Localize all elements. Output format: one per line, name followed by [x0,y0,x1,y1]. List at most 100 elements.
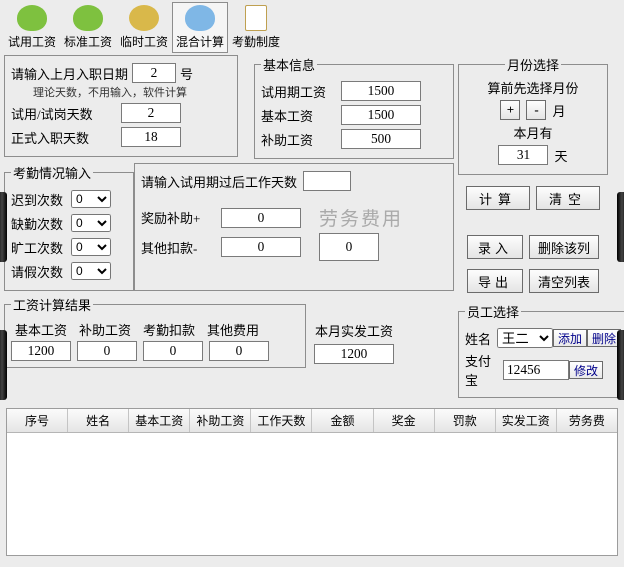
emp-ali-label: 支付宝 [465,351,503,389]
rh-base: 基本工资 [11,320,71,339]
trial-salary-label: 试用期工资 [261,82,341,101]
truancy-spinner[interactable]: 0 [71,238,111,256]
emp-name-select[interactable]: 王二 [497,328,553,348]
month-select-group: 月份选择 算前先选择月份 + - 月 本月有 天 [458,55,608,175]
frame-edge [617,192,624,262]
deduct-input[interactable] [221,237,301,257]
rh-sub: 补助工资 [75,320,135,339]
tb-standard-salary[interactable]: 标准工资 [60,2,116,53]
base-salary-label: 基本工资 [261,106,341,125]
col-index[interactable]: 序号 [7,409,68,432]
post-trial-days-input[interactable] [303,171,351,191]
month-days-input[interactable] [498,145,548,165]
leave-spinner[interactable]: 0 [71,262,111,280]
export-button[interactable]: 导出 [467,269,523,293]
grid-header: 序号 姓名 基本工资 补助工资 工作天数 金额 奖金 罚款 实发工资 劳务费 [7,409,617,433]
document-icon [245,5,267,31]
rv-sub[interactable] [77,341,137,361]
col-labor[interactable]: 劳务费 [557,409,617,432]
month-unit: 月 [552,101,565,120]
col-fine[interactable]: 罚款 [435,409,496,432]
frame-edge [0,192,7,262]
rh-actual: 本月实发工资 [314,321,394,340]
rv-actual[interactable] [314,344,394,364]
fee-box-input[interactable] [319,233,379,261]
attendance-group: 考勤情况输入 迟到次数0 缺勤次数0 旷工次数0 请假次数0 [4,163,134,291]
month-has-label: 本月有 [465,123,601,142]
person-group-icon [185,5,215,31]
sub-salary-input[interactable] [341,129,421,149]
col-days[interactable]: 工作天数 [251,409,312,432]
sub-salary-label: 补助工资 [261,130,341,149]
absent-label: 缺勤次数 [11,214,71,233]
emp-add-button[interactable]: 添加 [553,329,587,347]
tb-attendance-rules[interactable]: 考勤制度 [228,2,284,53]
emp-mod-button[interactable]: 修改 [569,361,603,379]
entry-date-group: 请输入上月入职日期 号 理论天数，不用输入，软件计算 试用/试岗天数 正式入职天… [4,55,238,157]
calculate-button[interactable]: 计算 [466,186,530,210]
emp-legend: 员工选择 [465,302,521,321]
entry-date-label: 请输入上月入职日期 [11,64,128,83]
bonus-label: 奖励补助+ [141,208,221,227]
result-grid[interactable]: 序号 姓名 基本工资 补助工资 工作天数 金额 奖金 罚款 实发工资 劳务费 [6,408,618,556]
col-name[interactable]: 姓名 [68,409,129,432]
rh-other: 其他费用 [203,320,263,339]
people-icon [73,5,103,31]
emp-ali-input[interactable] [503,360,569,380]
truancy-label: 旷工次数 [11,238,71,257]
leave-label: 请假次数 [11,262,71,281]
emp-name-label: 姓名 [465,329,497,348]
toolbar: 试用工资 标准工资 临时工资 混合计算 考勤制度 [0,0,624,53]
bonus-input[interactable] [221,208,301,228]
trial-salary-input[interactable] [341,81,421,101]
rh-attend: 考勤扣款 [139,320,199,339]
col-base[interactable]: 基本工资 [129,409,190,432]
entry-date-suffix: 号 [180,64,193,83]
formal-days-label: 正式入职天数 [11,128,121,147]
col-amount[interactable]: 金额 [312,409,373,432]
post-trial-days-label: 请输入试用期过后工作天数 [141,172,297,191]
late-label: 迟到次数 [11,190,71,209]
result-legend: 工资计算结果 [11,295,93,314]
month-legend: 月份选择 [505,55,561,74]
tb-label: 试用工资 [8,33,56,50]
clock-icon [129,5,159,31]
trial-days-label: 试用/试岗天数 [11,104,121,123]
month-day-unit: 天 [554,146,567,165]
tb-label: 考勤制度 [232,33,280,50]
tb-mixed-calc[interactable]: 混合计算 [172,2,228,53]
absent-spinner[interactable]: 0 [71,214,111,232]
col-sub[interactable]: 补助工资 [190,409,251,432]
tb-trial-salary[interactable]: 试用工资 [4,2,60,53]
clear-button[interactable]: 清空 [536,186,600,210]
clear-list-button[interactable]: 清空列表 [529,269,599,293]
basic-legend: 基本信息 [261,55,317,74]
delete-col-button[interactable]: 删除该列 [529,235,599,259]
record-button[interactable]: 录入 [467,235,523,259]
rv-other[interactable] [209,341,269,361]
tb-label: 临时工资 [120,33,168,50]
result-group: 工资计算结果 基本工资 补助工资 考勤扣款 其他费用 [4,295,306,368]
month-minus-button[interactable]: - [526,100,546,120]
col-actual[interactable]: 实发工资 [496,409,557,432]
base-salary-input[interactable] [341,105,421,125]
trial-days-input[interactable] [121,103,181,123]
basic-info-group: 基本信息 试用期工资 基本工资 补助工资 [254,55,454,159]
rv-attend[interactable] [143,341,203,361]
entry-note: 理论天数，不用输入，软件计算 [33,84,231,100]
person-icon [17,5,47,31]
rv-base[interactable] [11,341,71,361]
emp-del-button[interactable]: 删除 [587,329,621,347]
tb-label: 混合计算 [176,33,224,50]
frame-edge [617,330,624,400]
tb-temp-salary[interactable]: 临时工资 [116,2,172,53]
formal-days-input[interactable] [121,127,181,147]
month-plus-button[interactable]: + [500,100,520,120]
late-spinner[interactable]: 0 [71,190,111,208]
tb-label: 标准工资 [64,33,112,50]
mid-group: 请输入试用期过后工作天数 奖励补助+ 劳务费用 其他扣款- [134,163,454,291]
entry-date-input[interactable] [132,63,176,83]
deduct-label: 其他扣款- [141,238,221,257]
col-bonus[interactable]: 奖金 [374,409,435,432]
month-hint: 算前先选择月份 [465,78,601,97]
